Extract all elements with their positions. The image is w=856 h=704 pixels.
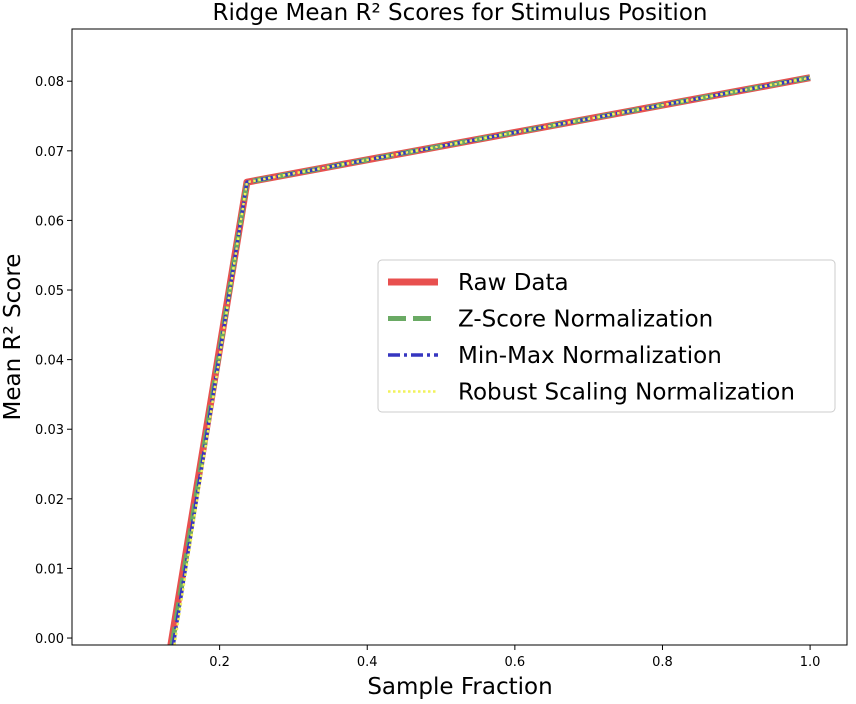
legend-label: Raw Data [458,270,569,296]
plot-area [71,28,848,646]
legend-item: Z-Score Normalization [388,307,713,333]
legend-item: Robust Scaling Normalization [388,380,795,406]
legend: Raw Data Z-Score Normalization Min-Max Nor… [377,259,836,413]
y-tick-label: 0.07 [35,145,64,160]
x-tick-label: 1.0 [800,655,821,670]
y-tick-label: 0.01 [35,562,64,577]
y-tick-label: 0.06 [35,214,64,229]
y-tick-label: 0.04 [35,354,64,369]
chart-title: Ridge Mean R² Scores for Stimulus Positi… [213,0,708,26]
x-tick-label: 0.8 [652,655,673,670]
x-tick-label: 0.2 [209,655,230,670]
x-tick-label: 0.4 [357,655,378,670]
x-tick-label: 0.6 [505,655,526,670]
y-tick-label: 0.05 [35,284,64,299]
x-axis-label: Sample Fraction [367,674,552,700]
legend-items: Raw Data Z-Score Normalization Min-Max Nor… [388,270,795,406]
y-tick-label: 0.02 [35,493,64,508]
series-layer [167,74,811,645]
series-line-4 [173,76,811,645]
legend-box [377,259,836,413]
plot-frame [71,28,848,646]
legend-label: Z-Score Normalization [458,307,713,333]
legend-item: Min-Max Normalization [388,343,722,369]
y-tick-label: 0.08 [35,75,64,90]
legend-label: Robust Scaling Normalization [458,380,795,406]
legend-label: Min-Max Normalization [458,343,722,369]
legend-item: Raw Data [388,270,569,296]
y-tick-label: 0.03 [35,423,64,438]
x-axis: 0.2 0.4 0.6 0.8 1.0 [209,645,820,670]
y-tick-label: 0.00 [35,632,64,647]
y-axis: 0.00 0.01 0.02 0.03 0.04 0.05 0.06 0.07 0.08 [35,75,72,647]
y-axis-label: Mean R² Score [0,254,26,421]
